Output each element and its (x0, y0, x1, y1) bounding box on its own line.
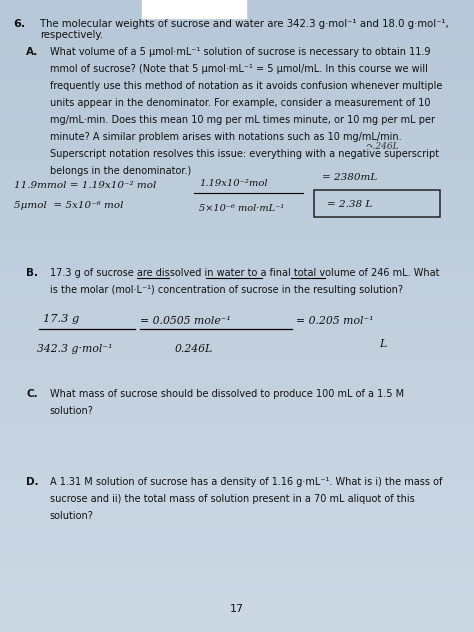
Text: B.: B. (26, 268, 38, 278)
Text: 17: 17 (230, 604, 244, 614)
Text: = 0.0505 mole⁻¹: = 0.0505 mole⁻¹ (140, 316, 231, 326)
Text: A.: A. (26, 47, 38, 58)
Text: 1.19x10⁻²mol: 1.19x10⁻²mol (199, 179, 268, 188)
Text: = 2.38 L: = 2.38 L (327, 200, 372, 209)
Text: sucrose and ii) the total mass of solution present in a 70 mL aliquot of this: sucrose and ii) the total mass of soluti… (50, 494, 415, 504)
Text: belongs in the denominator.): belongs in the denominator.) (50, 166, 191, 176)
Bar (142, 0, 246, 18)
Text: solution?: solution? (50, 406, 94, 416)
Text: 17.3 g: 17.3 g (43, 314, 79, 324)
Text: 11.9mmol = 1.19x10⁻² mol: 11.9mmol = 1.19x10⁻² mol (14, 181, 156, 190)
Text: The molecular weights of sucrose and water are 342.3 g·mol⁻¹ and 18.0 g·mol⁻¹,: The molecular weights of sucrose and wat… (40, 19, 449, 29)
Text: 6.: 6. (13, 19, 26, 29)
Text: What mass of sucrose should be dissolved to produce 100 mL of a 1.5 M: What mass of sucrose should be dissolved… (50, 389, 404, 399)
Text: mmol of sucrose? (Note that 5 μmol·mL⁻¹ = 5 μmol/mL. In this course we will: mmol of sucrose? (Note that 5 μmol·mL⁻¹ … (50, 64, 428, 75)
Text: Superscript notation resolves this issue: everything with a negative superscript: Superscript notation resolves this issue… (50, 149, 439, 159)
Text: What volume of a 5 μmol·mL⁻¹ solution of sucrose is necessary to obtain 11.9: What volume of a 5 μmol·mL⁻¹ solution of… (50, 47, 430, 58)
Text: 5×10⁻⁶ mol·mL⁻¹: 5×10⁻⁶ mol·mL⁻¹ (199, 204, 284, 213)
Text: C.: C. (26, 389, 38, 399)
Text: = 0.205 mol⁻¹: = 0.205 mol⁻¹ (296, 316, 374, 326)
Text: ↷.246L: ↷.246L (365, 142, 399, 150)
Text: D.: D. (26, 477, 39, 487)
Text: L: L (379, 339, 386, 349)
Text: respectively.: respectively. (40, 30, 103, 40)
Text: = 2380mL: = 2380mL (322, 173, 378, 182)
Text: mg/mL·min. Does this mean 10 mg per mL times minute, or 10 mg per mL per: mg/mL·min. Does this mean 10 mg per mL t… (50, 115, 435, 125)
Text: A 1.31 M solution of sucrose has a density of 1.16 g·mL⁻¹. What is i) the mass o: A 1.31 M solution of sucrose has a densi… (50, 477, 442, 487)
Text: 342.3 g·mol⁻¹: 342.3 g·mol⁻¹ (37, 344, 113, 354)
Text: 17.3 g of sucrose are dissolved in water to a final total volume of 246 mL. What: 17.3 g of sucrose are dissolved in water… (50, 268, 439, 278)
Text: 0.246L: 0.246L (174, 344, 213, 354)
Text: 5μmol  = 5x10⁻⁶ mol: 5μmol = 5x10⁻⁶ mol (14, 201, 124, 210)
Text: units appear in the denominator. For example, consider a measurement of 10: units appear in the denominator. For exa… (50, 98, 430, 108)
Text: solution?: solution? (50, 511, 94, 521)
Text: is the molar (mol·L⁻¹) concentration of sucrose in the resulting solution?: is the molar (mol·L⁻¹) concentration of … (50, 285, 403, 295)
Text: minute? A similar problem arises with notations such as 10 mg/mL/min.: minute? A similar problem arises with no… (50, 132, 401, 142)
Text: frequently use this method of notation as it avoids confusion whenever multiple: frequently use this method of notation a… (50, 82, 442, 91)
